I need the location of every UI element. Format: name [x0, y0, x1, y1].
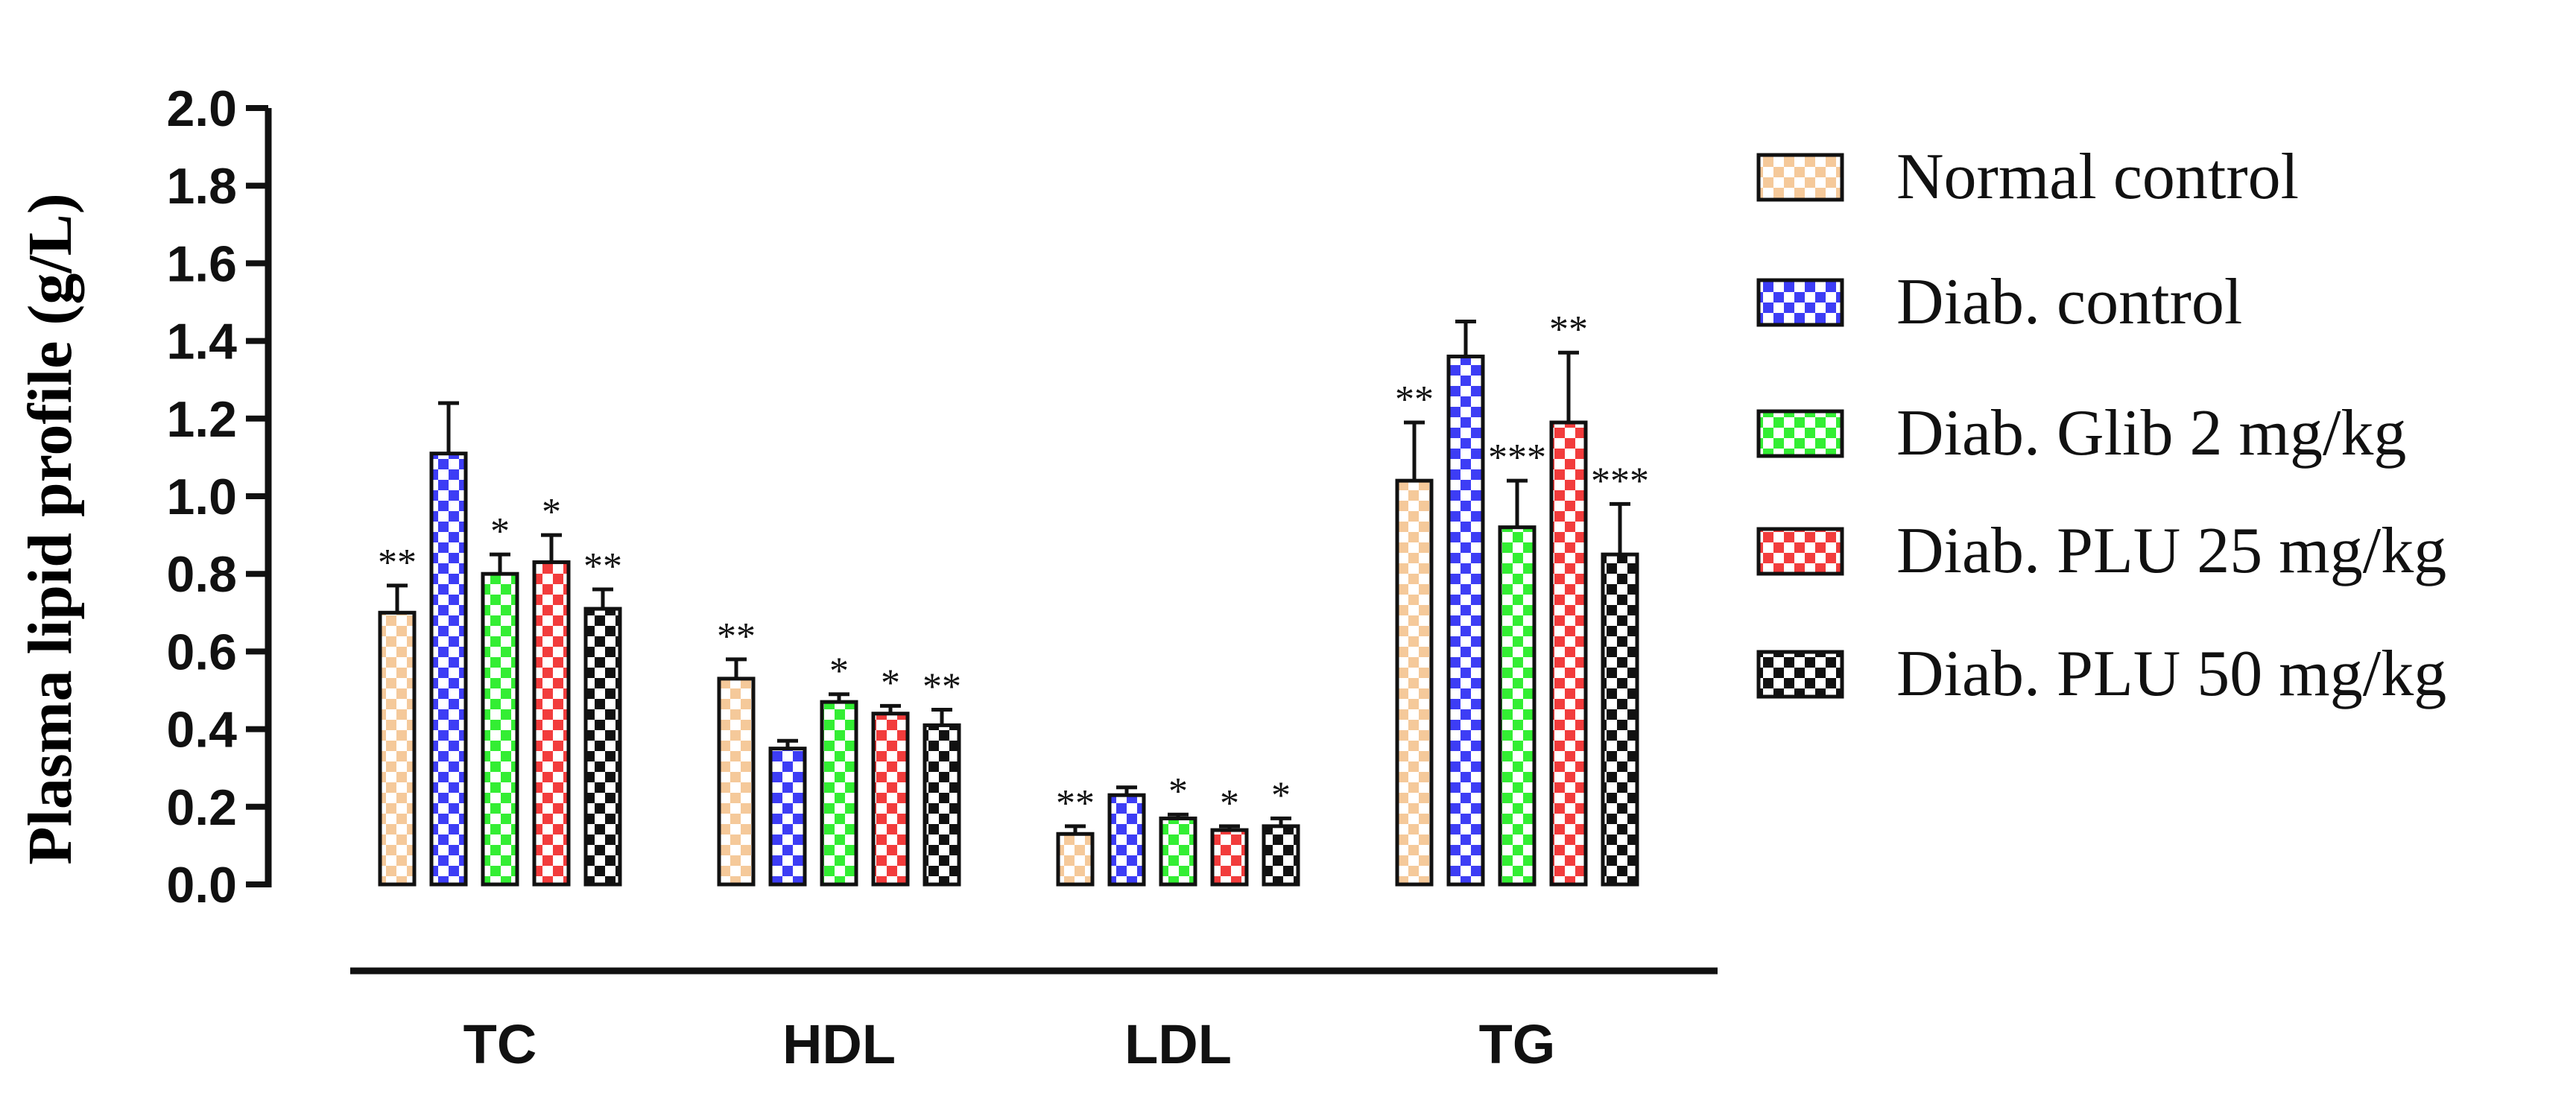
bar [481, 571, 519, 887]
y-tick-label: 1.4 [166, 314, 237, 370]
legend-swatch [1756, 527, 1844, 576]
significance-marker: ** [923, 666, 961, 709]
bar [1210, 828, 1249, 887]
bar [1107, 793, 1146, 887]
legend-label: Diab. control [1896, 266, 2242, 338]
legend-item: Diab. PLU 25 mg/kg [1756, 515, 2446, 587]
significance-marker: ** [1549, 308, 1588, 351]
y-tick-label: 0.4 [166, 702, 237, 758]
legend-swatch [1756, 650, 1844, 699]
bar [1056, 832, 1095, 887]
bar [1549, 420, 1588, 887]
legend-label: Normal control [1896, 141, 2299, 213]
y-tick-label: 1.0 [166, 469, 237, 525]
significance-marker: *** [1591, 460, 1649, 502]
legend: Normal control Diab. control Diab. Glib 2 … [1756, 141, 2446, 710]
significance-marker: * [490, 510, 510, 553]
significance-marker: * [1168, 770, 1188, 813]
y-axis-label: Plasma lipid profile (g/L) [16, 193, 85, 864]
significance-marker: ** [378, 542, 417, 584]
y-tick-label: 1.6 [166, 235, 237, 292]
significance-marker: ** [583, 545, 622, 588]
bar [1601, 552, 1639, 887]
x-category-label: HDL [782, 1013, 896, 1075]
y-tick-label: 0.8 [166, 546, 237, 603]
legend-swatch [1756, 278, 1844, 327]
x-category-label: TG [1479, 1013, 1556, 1075]
significance-marker: *** [1488, 437, 1546, 479]
bar-group-tg: **********TG [1395, 308, 1649, 1075]
legend-swatch [1756, 409, 1844, 458]
significance-marker: ** [1395, 379, 1434, 421]
bar-groups: *** ***TC*** * **HDL** * * *LDL**********TG [378, 308, 1649, 1075]
bar [1446, 354, 1485, 887]
bar [1395, 478, 1434, 887]
bar [429, 452, 468, 887]
legend-item: Diab. PLU 50 mg/kg [1756, 638, 2446, 710]
bar [768, 747, 807, 887]
legend-item: Normal control [1756, 141, 2299, 213]
significance-marker: * [542, 491, 561, 533]
bar-group-tc: *** ***TC [378, 401, 622, 1075]
bar-group-hdl: *** * **HDL [717, 615, 961, 1075]
y-tick-label: 0.6 [166, 624, 237, 680]
legend-label: Diab. PLU 50 mg/kg [1896, 638, 2446, 710]
y-tick-label: 0.0 [166, 857, 237, 913]
bar [717, 677, 756, 887]
bar [532, 560, 571, 887]
legend-label: Diab. Glib 2 mg/kg [1896, 397, 2406, 469]
y-tick-label: 2.0 [166, 80, 237, 137]
legend-swatch [1756, 153, 1844, 202]
bar [820, 700, 858, 887]
y-tick-label: 1.8 [166, 158, 237, 215]
significance-marker: * [829, 650, 849, 693]
x-category-label: LDL [1124, 1013, 1232, 1075]
bar [923, 723, 961, 887]
bar [871, 712, 910, 887]
legend-label: Diab. PLU 25 mg/kg [1896, 515, 2446, 587]
significance-marker: ** [1056, 782, 1095, 825]
significance-marker: * [881, 662, 900, 704]
significance-marker: * [1271, 774, 1291, 817]
bar-group-ldl: ** * * *LDL [1056, 770, 1300, 1075]
bar [583, 606, 622, 887]
bar [1262, 824, 1300, 887]
significance-marker: * [1220, 782, 1239, 825]
legend-item: Diab. Glib 2 mg/kg [1756, 397, 2406, 469]
bar [1498, 525, 1537, 887]
significance-marker: ** [717, 615, 756, 658]
legend-item: Diab. control [1756, 266, 2242, 338]
bar [1159, 816, 1197, 887]
axes: 0.0 0.2 0.4 0.6 0.8 1.0 1.2 1.4 1.6 1.8 2.0 [166, 80, 1718, 975]
y-tick-label: 0.2 [166, 779, 237, 836]
bar [378, 610, 417, 887]
y-tick-label: 1.2 [166, 391, 237, 448]
x-category-label: TC [463, 1013, 537, 1075]
